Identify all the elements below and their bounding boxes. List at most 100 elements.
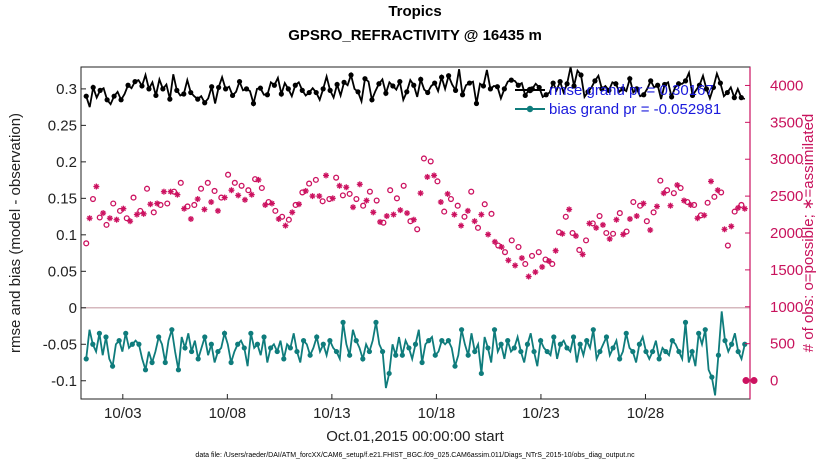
rmse-point: [271, 82, 277, 88]
bias-point: [676, 348, 682, 355]
rmse-point: [641, 92, 647, 98]
rmse-point: [634, 86, 640, 92]
rmse-point: [383, 90, 389, 96]
asterisk-stroke: [296, 201, 302, 207]
bias-point: [511, 345, 517, 351]
rmse-point: [508, 77, 514, 83]
bias-point: [742, 341, 748, 347]
obs-assimilated-point: [444, 190, 451, 197]
asterisk-stroke: [127, 218, 133, 224]
obs-possible-point: [535, 249, 542, 256]
rmse-point: [501, 86, 507, 92]
obs-assimilated-point: [181, 205, 188, 212]
obs-assimilated-point: [106, 215, 113, 222]
obs-assimilated-point: [620, 231, 627, 238]
asterisk-stroke: [397, 207, 403, 213]
asterisk-stroke: [546, 258, 552, 264]
asterisk-stroke: [465, 208, 471, 214]
bias-point: [268, 345, 274, 351]
bias-point: [472, 348, 478, 355]
obs-assimilated-point: [653, 203, 660, 210]
y2-tick-label: 2000: [770, 225, 803, 242]
bias-point: [386, 370, 392, 377]
rmse-point: [717, 80, 723, 86]
obs-possible-point: [225, 171, 232, 178]
asterisk-stroke: [154, 200, 160, 207]
rmse-point: [578, 72, 584, 78]
obs-assimilated-point: [343, 184, 350, 191]
x-axis-label: Oct.01,2015 00:00:00 start: [326, 428, 504, 445]
obs-possible-point: [339, 192, 346, 199]
obs-possible-point: [164, 200, 171, 207]
rmse-point: [97, 87, 103, 93]
obs-assimilated-point: [208, 199, 215, 206]
obs-assimilated-point: [728, 223, 735, 230]
obs-assimilated-point: [268, 200, 275, 207]
bias-point: [485, 345, 491, 351]
bias-point: [465, 352, 471, 358]
rmse-point: [592, 78, 598, 84]
rmse-point: [613, 81, 619, 87]
obs-possible-point: [704, 199, 711, 206]
obs-assimilated-point: [356, 181, 363, 188]
y-tick-label: 0.3: [56, 81, 77, 98]
obs-assimilated-point: [235, 192, 242, 199]
bias-point: [136, 341, 142, 347]
x-tick-label: 10/23: [522, 405, 560, 422]
bias-point: [307, 352, 313, 358]
rmse-point: [292, 82, 298, 88]
asterisk-stroke: [607, 236, 613, 242]
obs-possible-point: [258, 184, 265, 192]
rmse-point: [118, 97, 124, 103]
asterisk-stroke: [161, 189, 167, 195]
rmse-point: [146, 86, 152, 92]
asterisk-stroke: [735, 205, 741, 211]
y2-tick-label: 3500: [770, 114, 803, 131]
bias-point: [353, 338, 359, 344]
bias-point: [274, 348, 280, 355]
asterisk-stroke: [715, 187, 721, 193]
bias-point: [347, 352, 353, 358]
rmse-point: [738, 95, 744, 101]
rmse-point: [327, 87, 333, 93]
asterisk-stroke: [458, 223, 464, 229]
bias-point: [320, 341, 326, 347]
obs-possible-point: [177, 179, 184, 186]
rmse-point: [320, 86, 326, 92]
asterisk-stroke: [215, 208, 221, 214]
asterisk-stroke: [208, 199, 214, 205]
obs-assimilated-point: [485, 231, 492, 238]
obs-assimilated-point: [282, 222, 289, 229]
obs-possible-point: [245, 187, 252, 194]
asterisk-stroke: [634, 213, 640, 219]
obs-assimilated-point: [228, 187, 235, 194]
bias-point: [412, 341, 419, 347]
obs-assimilated-point: [302, 187, 309, 194]
rmse-point: [229, 92, 236, 99]
rmse-point: [153, 92, 159, 99]
legend: rmse grand pr = 0.30167 bias grand pr = …: [515, 82, 721, 118]
obs-assimilated-point: [613, 216, 620, 223]
bias-point: [90, 341, 96, 347]
obs-assimilated-point: [660, 190, 667, 197]
asterisk-stroke: [147, 201, 153, 207]
bias-point: [294, 348, 300, 355]
bias-point: [538, 338, 544, 344]
asterisk-stroke: [701, 212, 707, 218]
obs-assimilated-point: [390, 211, 397, 218]
obs-possible-point: [238, 182, 245, 189]
asterisk-stroke: [363, 197, 370, 204]
obs-possible-point: [569, 229, 576, 237]
rmse-point: [418, 76, 424, 83]
bias-point: [682, 319, 689, 325]
asterisk-stroke: [181, 206, 187, 212]
obs-assimilated-point: [640, 200, 647, 207]
asterisk-stroke: [613, 217, 620, 223]
asterisk-stroke: [168, 189, 174, 195]
rmse-point: [264, 92, 271, 98]
obs-possible-point: [711, 193, 718, 200]
asterisk-stroke: [478, 211, 484, 218]
asterisk-stroke: [228, 187, 235, 193]
y-tick-label: 0: [69, 300, 77, 317]
